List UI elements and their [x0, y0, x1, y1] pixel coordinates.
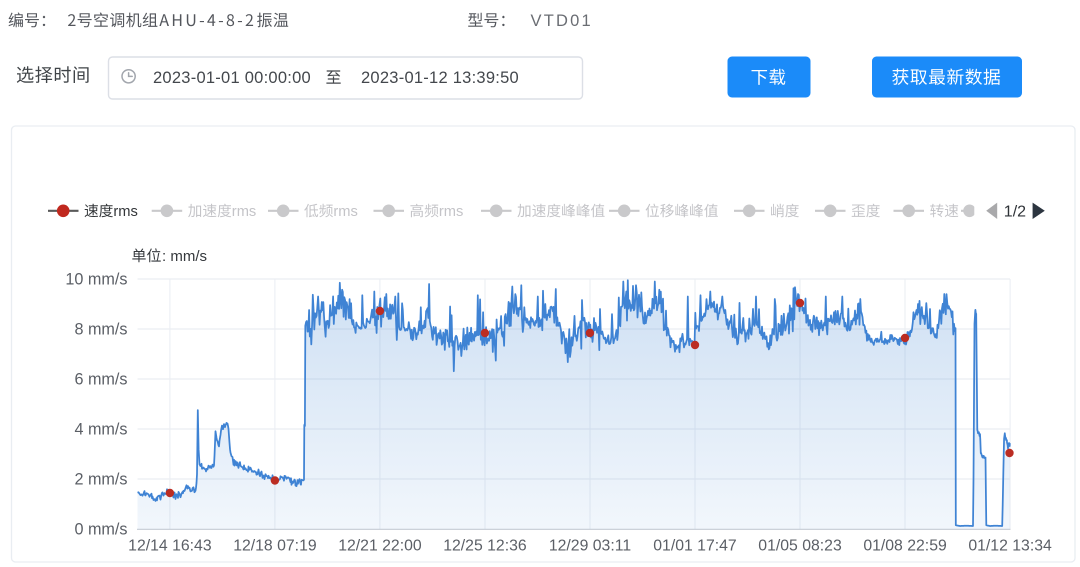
- svg-text:2023-01-01 00:00:00: 2023-01-01 00:00:00: [153, 69, 311, 87]
- svg-text:01/05 08:23: 01/05 08:23: [758, 538, 842, 555]
- svg-text:10 mm/s: 10 mm/s: [65, 271, 127, 289]
- svg-text:12/14 16:43: 12/14 16:43: [128, 538, 212, 555]
- svg-text:0 mm/s: 0 mm/s: [74, 521, 127, 539]
- svg-text:01/01 17:47: 01/01 17:47: [653, 538, 736, 555]
- svg-text:2023-01-12 13:39:50: 2023-01-12 13:39:50: [361, 69, 519, 87]
- svg-text:8 mm/s: 8 mm/s: [74, 321, 127, 339]
- svg-text:12/29 03:11: 12/29 03:11: [549, 538, 631, 555]
- svg-text:6 mm/s: 6 mm/s: [74, 371, 127, 389]
- svg-text:12/25 12:36: 12/25 12:36: [443, 538, 527, 555]
- svg-text:4 mm/s: 4 mm/s: [74, 421, 127, 439]
- svg-text:1/2: 1/2: [1004, 204, 1026, 221]
- svg-text:01/08 22:59: 01/08 22:59: [863, 538, 947, 555]
- svg-text:VTD01: VTD01: [531, 12, 593, 30]
- svg-text:rms: rms: [113, 204, 137, 220]
- svg-text:12/21 22:00: 12/21 22:00: [338, 538, 422, 555]
- svg-text:: mm/s: : mm/s: [162, 248, 207, 265]
- svg-text:rms: rms: [232, 204, 256, 220]
- svg-text:01/12 13:34: 01/12 13:34: [968, 538, 1052, 555]
- svg-text:rms: rms: [333, 204, 357, 220]
- svg-text:2 mm/s: 2 mm/s: [74, 471, 127, 489]
- svg-text:rms: rms: [439, 204, 463, 220]
- svg-text:12/18 07:19: 12/18 07:19: [233, 538, 317, 555]
